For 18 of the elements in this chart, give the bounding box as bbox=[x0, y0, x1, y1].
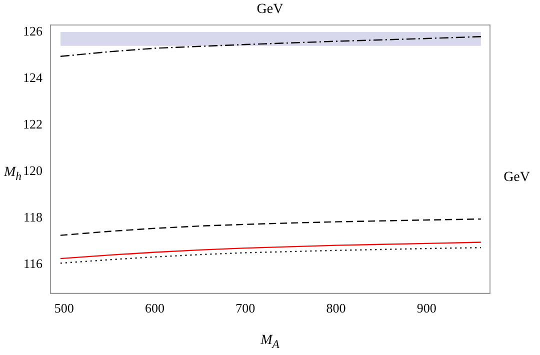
y-tick-label: 126 bbox=[23, 23, 43, 38]
x-axis-title: M$_{A}$ bbox=[260, 333, 280, 351]
y-tick-label: 120 bbox=[23, 162, 42, 178]
line-series bbox=[60, 247, 482, 264]
line-series bbox=[60, 36, 482, 57]
x-tick-label: 500 bbox=[54, 300, 74, 316]
x-tick-label: 800 bbox=[326, 300, 346, 316]
y-tick-label: 116 bbox=[23, 256, 43, 271]
y-tick-label: 124 bbox=[23, 70, 43, 85]
y-axis-title: M$_{h}$ bbox=[4, 165, 22, 183]
x-tick-label: 700 bbox=[236, 300, 256, 316]
line-series bbox=[60, 218, 482, 236]
x-tick-label: 900 bbox=[416, 300, 436, 316]
y-tick-label: 122 bbox=[23, 116, 42, 132]
text: GeV bbox=[256, 2, 284, 18]
y-tick-label: 118 bbox=[23, 209, 42, 224]
x-tick-label: 600 bbox=[144, 300, 164, 316]
text: GeV bbox=[504, 170, 530, 186]
